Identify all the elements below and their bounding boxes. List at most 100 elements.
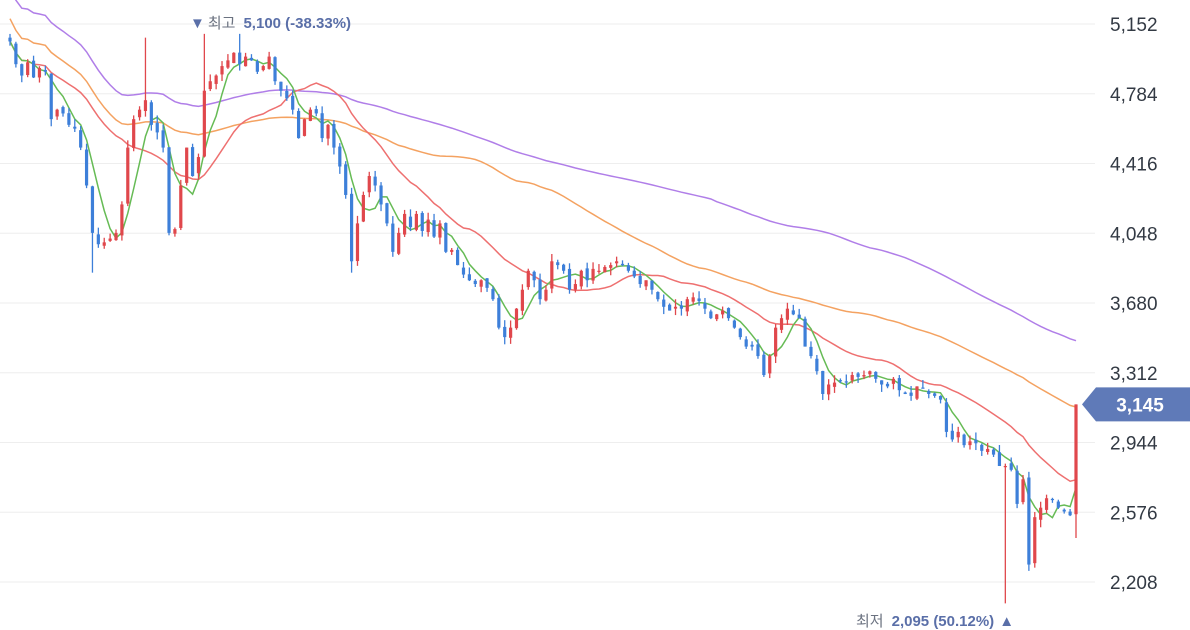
candle-body	[249, 57, 254, 61]
candle-body	[296, 110, 301, 139]
candle-body	[1062, 509, 1066, 512]
candle-body	[585, 268, 589, 281]
candle-body	[609, 265, 613, 268]
candle-body	[114, 232, 118, 241]
candle-body	[461, 267, 466, 275]
candle-body	[173, 229, 177, 234]
candle-body	[302, 119, 307, 136]
candle-body	[179, 185, 183, 229]
candle-body	[414, 213, 418, 230]
candle-body	[255, 61, 259, 72]
candle-body	[921, 387, 925, 389]
candle-body	[202, 90, 206, 157]
candle-body	[750, 344, 754, 347]
candle-body	[927, 391, 931, 394]
candle-body	[397, 232, 401, 254]
candle-body	[968, 441, 972, 446]
candle-body	[620, 263, 625, 266]
candle-body	[361, 194, 365, 222]
y-axis: 5,152 4,784 4,416 4,048 3,680 3,312 2,944 2,576…	[1110, 15, 1158, 594]
candle-body	[986, 448, 990, 453]
candle-body	[532, 271, 536, 281]
candle-body	[880, 380, 884, 385]
candle-body	[26, 62, 30, 76]
candlesticks	[8, 33, 1078, 604]
candle-body	[756, 344, 760, 357]
candle-body	[456, 249, 460, 266]
candle-body	[791, 310, 795, 315]
candle-body	[832, 382, 837, 387]
candle-body	[944, 402, 949, 432]
candle-body	[444, 223, 448, 252]
candle-body	[385, 203, 389, 224]
candle-body	[933, 393, 937, 396]
candle-body	[1027, 477, 1031, 565]
candle-body	[703, 303, 707, 309]
low-prefix: 최저	[856, 612, 884, 630]
candle-body	[1050, 498, 1055, 501]
candle-body	[715, 314, 719, 320]
candle-body	[738, 328, 742, 338]
candle-body	[373, 176, 377, 186]
candle-body	[473, 280, 477, 285]
candle-body	[31, 60, 36, 78]
candle-body	[980, 444, 984, 451]
candle-body	[349, 193, 354, 262]
candle-body	[438, 223, 442, 238]
candle-body	[1015, 470, 1019, 504]
y-tick-label: 4,416	[1110, 155, 1158, 176]
candle-body	[732, 320, 737, 328]
candle-body	[632, 270, 636, 277]
candle-body	[326, 124, 330, 139]
candle-body	[102, 242, 106, 246]
candle-body	[868, 371, 872, 375]
candle-body	[314, 109, 318, 114]
candle-body	[726, 308, 731, 319]
ma120-line	[14, 0, 1077, 342]
svg-text:최저2,095 (50.12%)▲: 최저 2,095 (50.12%) ▲	[856, 612, 1014, 630]
candle-body	[485, 278, 489, 288]
y-tick-label: 2,208	[1110, 573, 1158, 594]
candle-body	[426, 219, 430, 233]
candle-body	[603, 266, 607, 273]
candle-body	[379, 185, 383, 205]
candle-body	[573, 284, 577, 290]
candle-body	[797, 314, 801, 319]
candle-body	[779, 318, 784, 330]
candle-body	[185, 147, 189, 183]
candle-body	[874, 371, 878, 379]
candle-body	[962, 434, 966, 446]
candle-body	[503, 326, 507, 338]
candle-body	[768, 356, 772, 374]
candle-body	[1044, 498, 1049, 510]
candle-body	[891, 378, 896, 384]
candle-body	[273, 57, 277, 82]
candle-body	[238, 52, 242, 65]
candle-body	[856, 373, 860, 377]
candle-body	[196, 157, 201, 174]
candle-body	[132, 119, 136, 148]
candle-body	[137, 109, 142, 118]
candle-body	[84, 149, 89, 186]
candle-body	[1056, 501, 1060, 508]
grid-lines	[0, 23, 1095, 583]
candle-body	[43, 69, 47, 72]
candle-body	[49, 73, 53, 120]
candle-body	[73, 126, 77, 129]
candle-body	[1074, 404, 1078, 515]
candle-body	[762, 354, 766, 376]
candle-body	[208, 81, 212, 90]
candle-body	[615, 261, 619, 264]
candle-body	[897, 378, 901, 391]
candle-body	[1033, 517, 1037, 564]
candle-body	[538, 279, 542, 300]
candle-body	[721, 310, 725, 315]
candle-body	[332, 123, 336, 148]
candle-body	[668, 304, 672, 311]
candle-body	[344, 164, 348, 195]
high-annotation: ▼ 최고 5,100 (-38.33%)	[190, 14, 351, 32]
candle-body	[149, 102, 153, 125]
candle-body	[1039, 507, 1043, 520]
candle-body	[774, 327, 778, 357]
candle-body	[562, 264, 566, 271]
